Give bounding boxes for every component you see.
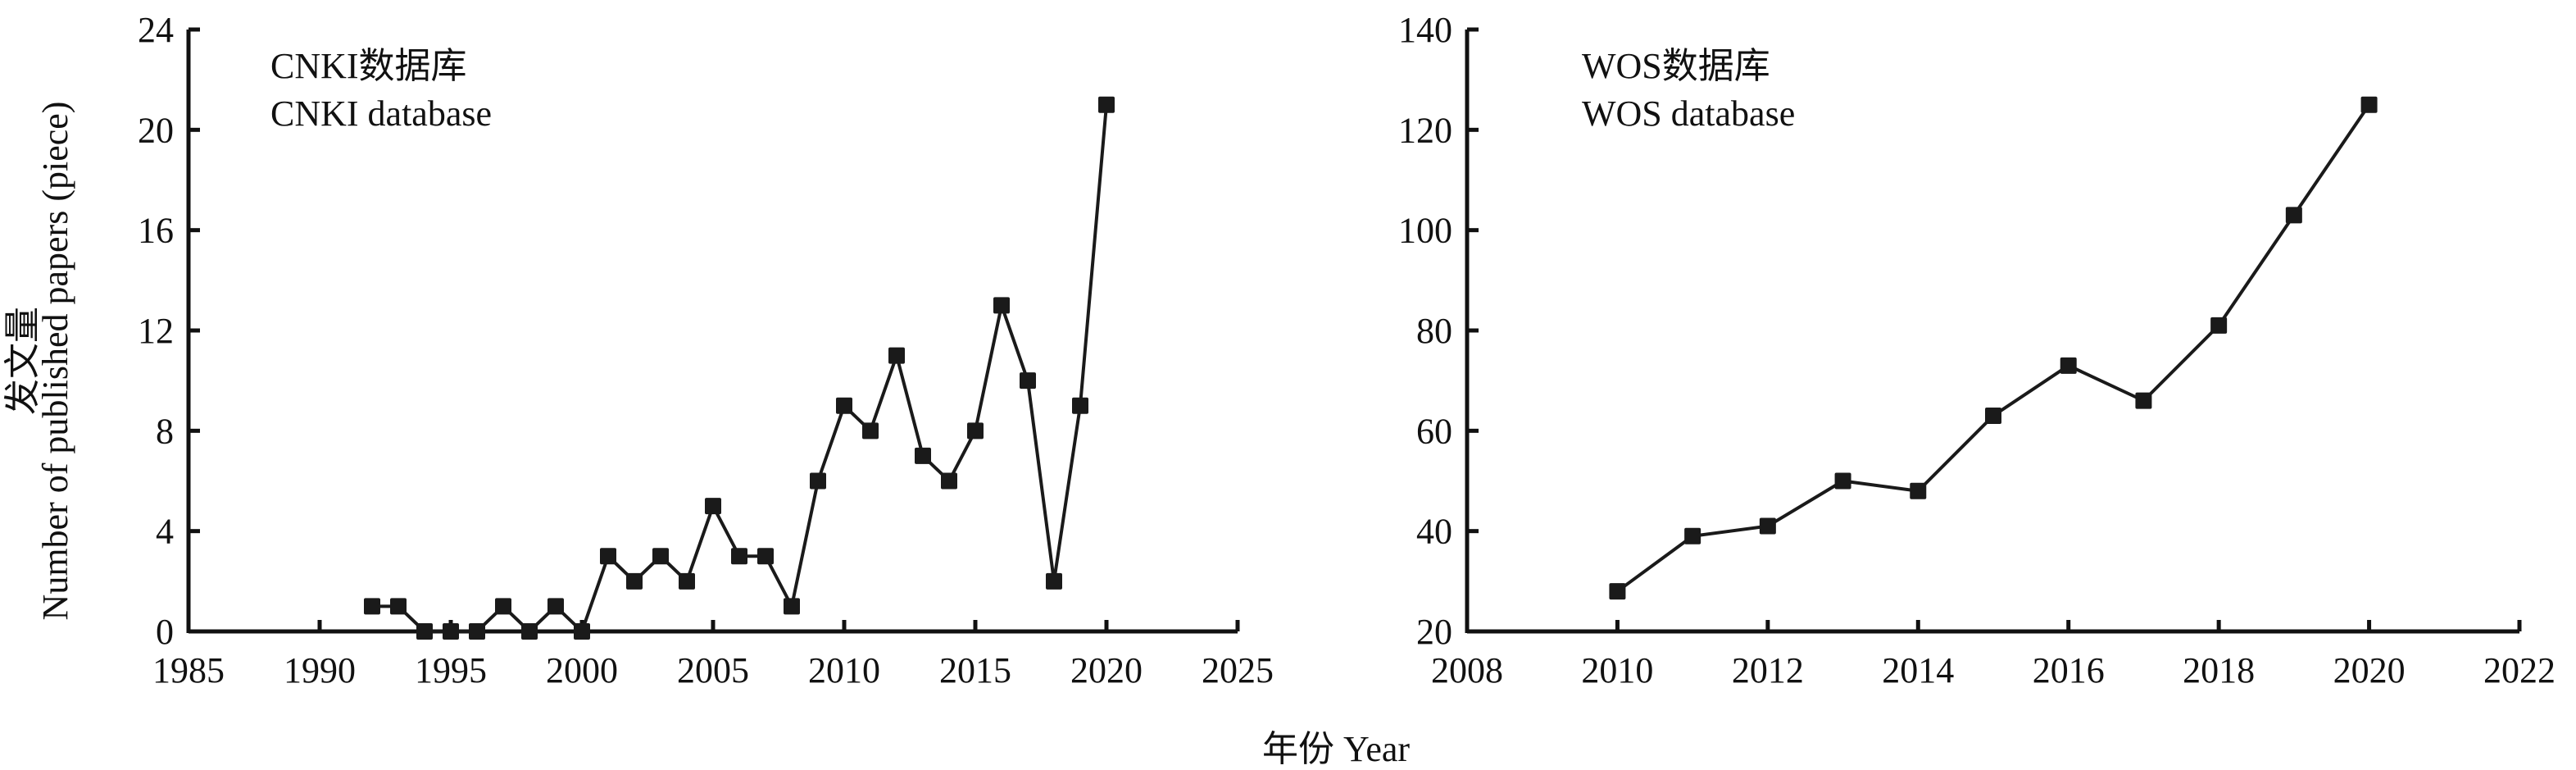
- y-tick-label: 40: [1416, 512, 1452, 552]
- y-tick-label: 12: [138, 311, 174, 351]
- y-tick-label: 100: [1398, 211, 1452, 251]
- data-point: [521, 623, 538, 640]
- data-point: [1098, 96, 1115, 113]
- data-point: [1072, 397, 1088, 414]
- y-tick-label: 20: [138, 110, 174, 150]
- data-point: [731, 548, 747, 565]
- data-point: [2210, 317, 2228, 334]
- data-point: [1020, 372, 1036, 390]
- data-point: [547, 598, 564, 615]
- data-point: [2360, 96, 2378, 113]
- y-axis-label: Number of published papers (piece): [35, 102, 75, 621]
- data-point: [443, 623, 459, 640]
- panel-title-cn-cnki: CNKI数据库: [270, 46, 467, 86]
- x-tick-label: 2025: [1202, 650, 1274, 690]
- data-point: [2060, 357, 2077, 374]
- data-point: [1910, 482, 1927, 499]
- data-point: [652, 548, 669, 565]
- y-tick-label: 120: [1398, 110, 1452, 150]
- x-tick-label: 2014: [1882, 650, 1954, 690]
- data-point: [364, 598, 380, 615]
- data-point: [705, 498, 721, 515]
- data-point: [810, 472, 826, 490]
- x-tick-label: 1995: [415, 650, 487, 690]
- x-tick-label: 2000: [546, 650, 618, 690]
- y-tick-label: 4: [156, 512, 174, 552]
- data-point: [2285, 207, 2302, 224]
- x-tick-label: 2020: [1070, 650, 1143, 690]
- data-point: [574, 623, 590, 640]
- x-tick-label: 2020: [2333, 650, 2406, 690]
- data-point: [1834, 472, 1851, 490]
- data-point: [915, 447, 931, 464]
- data-point: [1985, 407, 2001, 424]
- wos-panel: 2008 2010 2012 2014 2016 2018 2020 2022 20 40 60 80…: [1398, 10, 2556, 690]
- y-tick-label: 0: [156, 612, 174, 652]
- data-point: [1609, 583, 1626, 600]
- series-line: [1616, 103, 2371, 593]
- cnki-panel: 1985 1990 1995 2000 2005 2010 2015 2020 2025 0 4 8 1…: [138, 10, 1274, 690]
- data-point: [941, 472, 957, 490]
- data-point: [757, 548, 774, 565]
- data-point: [390, 598, 407, 615]
- data-point: [600, 548, 616, 565]
- panel-title-wos: WOS database: [1582, 93, 1795, 134]
- data-point: [862, 422, 879, 440]
- x-tick-label: 1990: [284, 650, 356, 690]
- data-point: [993, 297, 1010, 314]
- y-tick-label: 24: [138, 10, 174, 50]
- x-tick-label: 2012: [1732, 650, 1804, 690]
- y-tick-label: 60: [1416, 411, 1452, 451]
- y-axis-label-cn: 发文量: [2, 307, 43, 415]
- x-tick-label: 2015: [939, 650, 1011, 690]
- panel-title-cn-wos: WOS数据库: [1582, 46, 1770, 86]
- data-point: [967, 422, 984, 440]
- x-tick-label: 1985: [152, 650, 225, 690]
- y-tick-label: 8: [156, 411, 174, 451]
- x-tick-label: 2008: [1431, 650, 1503, 690]
- data-point: [495, 598, 511, 615]
- x-axis-label: 年份 Year: [1262, 729, 1410, 769]
- x-tick-label: 2010: [808, 650, 880, 690]
- data-point: [2135, 392, 2152, 409]
- x-tick-label: 2010: [1581, 650, 1653, 690]
- data-point: [679, 572, 695, 590]
- x-tick-label: 2018: [2183, 650, 2255, 690]
- data-point: [784, 598, 800, 615]
- y-tick-label: 16: [138, 211, 174, 251]
- x-tick-label: 2005: [677, 650, 749, 690]
- y-tick-label: 80: [1416, 311, 1452, 351]
- data-point: [626, 572, 643, 590]
- y-tick-label: 140: [1398, 10, 1452, 50]
- data-point: [888, 347, 905, 364]
- x-tick-label: 2016: [2033, 650, 2105, 690]
- panel-title-cnki: CNKI database: [270, 93, 492, 134]
- data-point: [469, 623, 485, 640]
- data-point: [1759, 517, 1776, 535]
- data-point: [1046, 572, 1062, 590]
- data-point: [1684, 527, 1701, 544]
- x-tick-label: 2022: [2483, 650, 2556, 690]
- data-point: [416, 623, 433, 640]
- y-tick-label: 20: [1416, 612, 1452, 652]
- data-point: [836, 397, 852, 414]
